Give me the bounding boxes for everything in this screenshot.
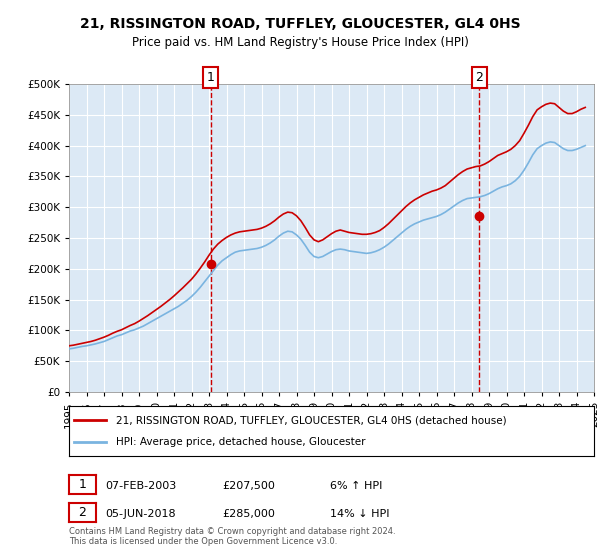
Text: 2: 2 bbox=[475, 71, 484, 84]
Text: 2: 2 bbox=[79, 506, 86, 519]
Text: 05-JUN-2018: 05-JUN-2018 bbox=[105, 508, 176, 519]
Text: 6% ↑ HPI: 6% ↑ HPI bbox=[330, 480, 382, 491]
Text: HPI: Average price, detached house, Gloucester: HPI: Average price, detached house, Glou… bbox=[116, 437, 366, 447]
Text: £207,500: £207,500 bbox=[222, 480, 275, 491]
Text: 07-FEB-2003: 07-FEB-2003 bbox=[105, 480, 176, 491]
Text: Price paid vs. HM Land Registry's House Price Index (HPI): Price paid vs. HM Land Registry's House … bbox=[131, 36, 469, 49]
Text: 1: 1 bbox=[207, 71, 215, 84]
Text: 14% ↓ HPI: 14% ↓ HPI bbox=[330, 508, 389, 519]
Text: 21, RISSINGTON ROAD, TUFFLEY, GLOUCESTER, GL4 0HS (detached house): 21, RISSINGTON ROAD, TUFFLEY, GLOUCESTER… bbox=[116, 415, 507, 425]
Text: £285,000: £285,000 bbox=[222, 508, 275, 519]
Text: Contains HM Land Registry data © Crown copyright and database right 2024.
This d: Contains HM Land Registry data © Crown c… bbox=[69, 526, 395, 546]
Text: 1: 1 bbox=[79, 478, 86, 491]
Text: 21, RISSINGTON ROAD, TUFFLEY, GLOUCESTER, GL4 0HS: 21, RISSINGTON ROAD, TUFFLEY, GLOUCESTER… bbox=[80, 17, 520, 31]
